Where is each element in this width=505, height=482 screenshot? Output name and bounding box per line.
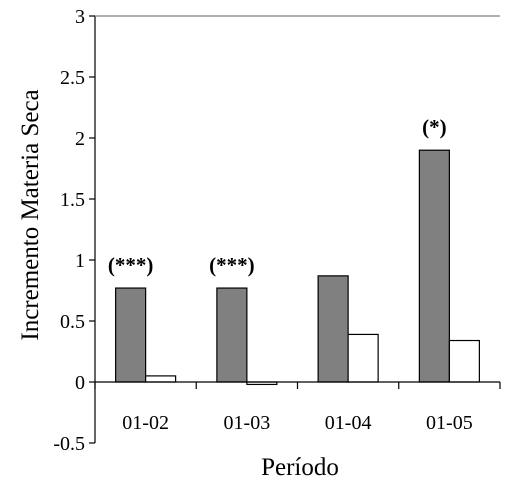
x-tick-label-01-05: 01-05: [426, 412, 473, 434]
y-tick-label: -0.5: [53, 433, 85, 455]
x-tick-label-01-03: 01-03: [224, 412, 271, 434]
bar-series2-01-02: [145, 375, 177, 383]
labels-layer: (***) 01-02 (***) 01-03 01-04 (*) 01-05 -0.5 0 0.…: [53, 6, 472, 455]
x-tick-label-01-02: 01-02: [122, 412, 169, 434]
y-axis-title: Incremento Materia Seca: [17, 89, 44, 340]
y-tick-label: 2.5: [60, 67, 85, 89]
bar-series1-01-03: [216, 287, 248, 383]
significance-label-01-03: (***): [209, 253, 255, 277]
y-tick-label: 1: [75, 250, 85, 272]
y-tick-label: 0.5: [60, 311, 85, 333]
bar-series1-01-02: [115, 287, 147, 383]
bar-series2-01-05: [448, 339, 480, 383]
significance-label-01-05: (*): [422, 115, 447, 139]
bar-series1-01-05: [418, 149, 450, 383]
significance-label-01-02: (***): [108, 253, 154, 277]
bar-series1-01-04: [317, 275, 349, 383]
y-tick-label: 0: [75, 372, 85, 394]
bars-layer: [115, 149, 480, 386]
y-tick-label: 1.5: [60, 189, 85, 211]
x-axis-title: Período: [261, 454, 339, 481]
y-tick-label: 3: [75, 6, 85, 28]
y-tick-label: 2: [75, 128, 85, 150]
bar-series2-01-04: [347, 333, 379, 383]
x-tick-label-01-04: 01-04: [325, 412, 372, 434]
axes-layer: [89, 15, 501, 444]
